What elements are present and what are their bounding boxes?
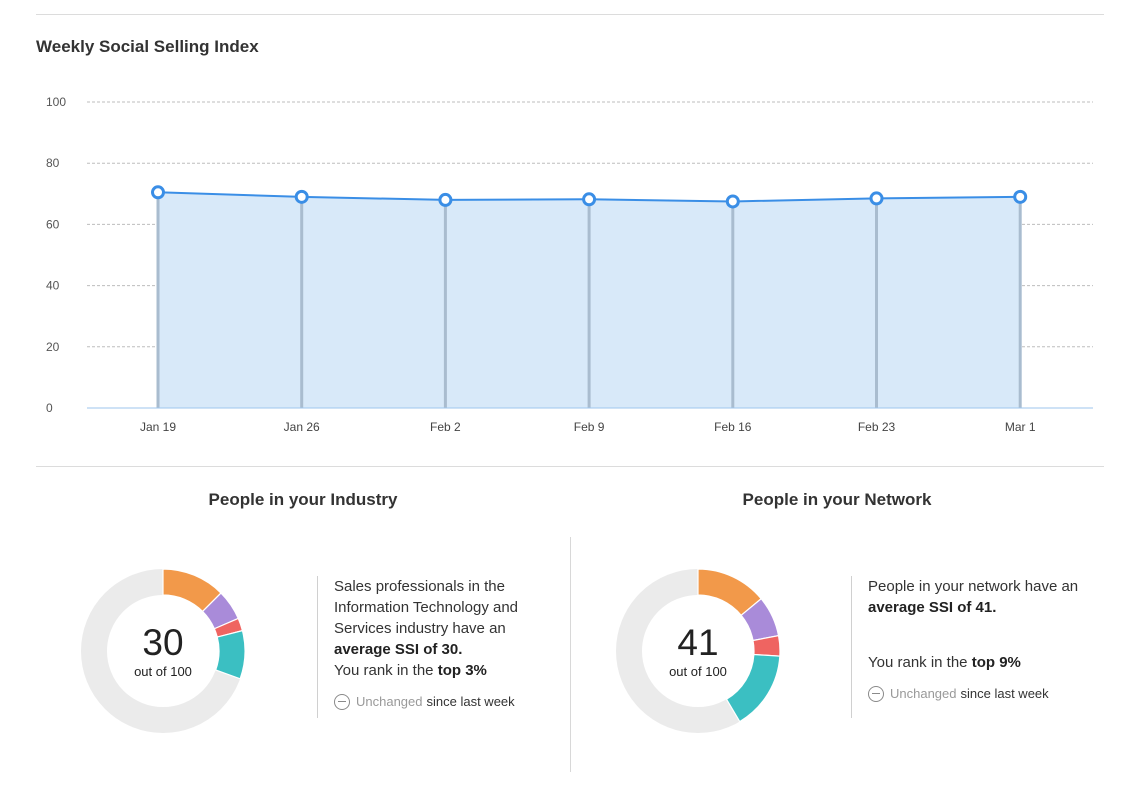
x-tick-label: Feb 23 [858, 420, 896, 434]
x-tick-label: Feb 9 [574, 420, 605, 434]
data-point [294, 189, 309, 204]
x-tick-label: Mar 1 [1005, 420, 1036, 434]
industry-status: Unchanged since last week [334, 691, 552, 712]
data-point [725, 194, 740, 209]
unchanged-icon [334, 693, 350, 710]
network-section-title: People in your Network [742, 490, 932, 509]
ssi-line-chart: 100 80 60 40 20 0 Jan 19 Jan 26 Feb 2 Feb 9 Feb 16… [46, 95, 1093, 434]
y-tick-label: 20 [46, 340, 60, 354]
industry-rank-value: top 3% [437, 662, 487, 679]
industry-desc-text: Sales professionals in the Information T… [334, 578, 519, 637]
x-tick-label: Feb 16 [714, 420, 752, 434]
industry-score: 30 [142, 622, 184, 663]
network-score: 41 [677, 622, 719, 663]
chart-title: Weekly Social Selling Index [36, 37, 259, 56]
donut-segment [214, 629, 246, 680]
y-tick-label: 80 [46, 156, 60, 170]
industry-status-muted: Unchanged [356, 694, 423, 709]
data-point [869, 191, 884, 206]
industry-section-title: People in your Industry [208, 490, 398, 509]
unchanged-icon [868, 685, 884, 702]
data-point [438, 192, 453, 207]
donut-segment [725, 653, 781, 723]
middle-divider [36, 466, 1104, 467]
network-desc-text: People in your network have an [868, 578, 1079, 595]
data-point [151, 185, 165, 200]
network-status-muted: Unchanged [890, 686, 957, 701]
y-tick-label: 100 [46, 95, 66, 109]
network-out-of: out of 100 [669, 664, 727, 679]
top-divider [36, 14, 1104, 15]
data-point [582, 192, 597, 207]
network-donut-chart [616, 568, 781, 733]
x-tick-label: Jan 19 [140, 420, 176, 434]
y-tick-label: 0 [46, 401, 53, 415]
industry-status-rest: since last week [426, 694, 515, 709]
network-description: People in your network have an average S… [851, 576, 1088, 718]
network-rank-text: You rank in the [868, 654, 968, 671]
network-status-rest: since last week [960, 686, 1049, 701]
network-rank-value: top 9% [971, 654, 1021, 671]
section-divider [570, 537, 571, 772]
data-point [1013, 189, 1028, 204]
network-average: average SSI of 41. [868, 599, 997, 616]
industry-out-of: out of 100 [134, 664, 192, 679]
network-status: Unchanged since last week [868, 683, 1088, 704]
industry-rank-text: You rank in the [334, 662, 434, 679]
y-tick-label: 40 [46, 279, 60, 293]
x-tick-label: Jan 26 [284, 420, 320, 434]
industry-donut-chart [81, 568, 246, 733]
x-tick-label: Feb 2 [430, 420, 461, 434]
industry-description: Sales professionals in the Information T… [317, 576, 552, 718]
industry-average: average SSI of 30. [334, 641, 463, 658]
y-tick-label: 60 [46, 217, 60, 231]
